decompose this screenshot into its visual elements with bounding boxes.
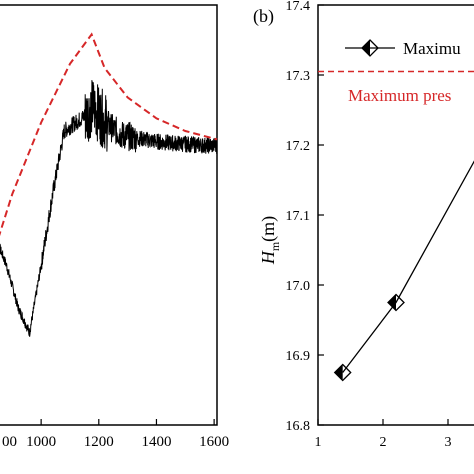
panel-a-series-dashed [0, 32, 218, 237]
panel-b-y-tick-label: 16.9 [286, 349, 311, 364]
legend-marker-diamond [361, 39, 379, 57]
panel-b-y-tick-label: 17.4 [286, 0, 311, 14]
panel-b-markers [333, 293, 405, 382]
panel-b-x-ticks: 1 2 3 [315, 419, 452, 450]
panel-b-frame [317, 4, 474, 426]
data-point-marker [333, 363, 352, 382]
panel-b-y-tick-label: 17.1 [286, 209, 311, 224]
panel-b-x-tick-label: 3 [445, 435, 452, 450]
panel-b-label: (b) [253, 6, 274, 27]
legend-label: Maximu [403, 39, 461, 58]
panel-b-y-tick-label: 16.8 [286, 419, 311, 434]
panel-b-y-tick-label: 17.3 [286, 69, 311, 84]
panel-b-y-tick-label: 17.0 [286, 279, 311, 294]
panel-a-series-solid [0, 80, 218, 337]
panel-b-y-tick-label: 17.2 [286, 139, 311, 154]
panel-b-y-axis-title: Hm(m) [258, 216, 282, 265]
panel-a-x-tick-label: 1200 [84, 434, 114, 450]
panel-b-reference-label: Maximum pres [348, 86, 451, 105]
legend-diamond [361, 39, 379, 57]
data-point-marker [387, 293, 405, 312]
panel-a-x-ticks: 1000 1200 1400 1600 00 [2, 419, 229, 450]
panel-b-x-tick-label: 2 [380, 435, 387, 450]
panel-a-x-tick-label: 1000 [26, 434, 56, 450]
panel-a-x-tick-label-partial: 00 [2, 434, 17, 450]
panel-a-frame [0, 4, 218, 426]
panel-b: (b) Hm(m) 16.8 16.9 17.0 17.1 17.2 17.3 17.4 1… [253, 0, 474, 450]
panel-b-y-ticks: 16.8 16.9 17.0 17.1 17.2 17.3 17.4 [286, 0, 324, 434]
panel-b-x-tick-label: 1 [315, 435, 322, 450]
panel-a-x-tick-label: 1400 [141, 434, 171, 450]
panel-b-series-line [342, 160, 474, 373]
panel-a: 1000 1200 1400 1600 00 [0, 4, 229, 450]
panel-a-x-tick-label: 1600 [199, 434, 229, 450]
